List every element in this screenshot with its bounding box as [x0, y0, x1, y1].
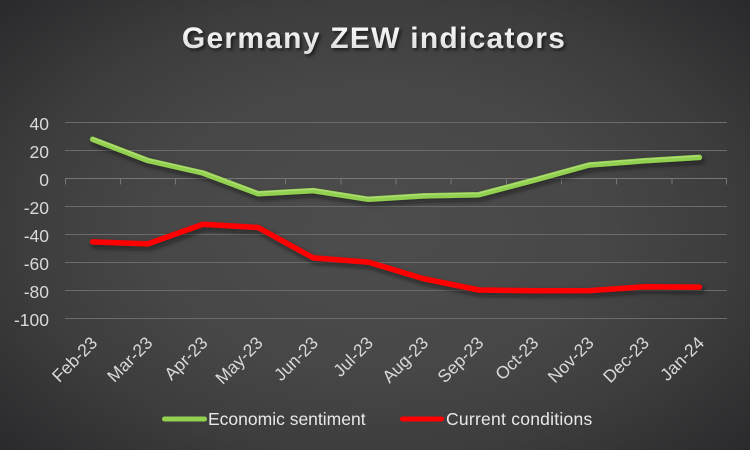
- svg-text:Economic sentiment: Economic sentiment: [208, 409, 366, 429]
- svg-text:Sep-23: Sep-23: [433, 333, 487, 387]
- svg-text:Apr-23: Apr-23: [160, 333, 211, 384]
- svg-text:0: 0: [39, 170, 49, 190]
- svg-text:Feb-23: Feb-23: [48, 333, 101, 386]
- svg-text:-100: -100: [14, 310, 49, 330]
- svg-text:Jul-23: Jul-23: [329, 333, 377, 381]
- svg-text:20: 20: [30, 142, 50, 162]
- svg-text:Jun-23: Jun-23: [270, 333, 322, 385]
- svg-text:40: 40: [30, 114, 50, 134]
- svg-text:Current conditions: Current conditions: [446, 409, 593, 429]
- svg-text:-20: -20: [24, 198, 50, 218]
- svg-text:-60: -60: [24, 254, 50, 274]
- svg-text:-80: -80: [24, 282, 50, 302]
- svg-text:May-23: May-23: [211, 333, 266, 388]
- svg-text:Oct-23: Oct-23: [491, 333, 542, 384]
- svg-text:Aug-23: Aug-23: [378, 333, 432, 387]
- svg-text:Dec-23: Dec-23: [599, 333, 653, 387]
- svg-text:Jan-24: Jan-24: [656, 333, 708, 385]
- svg-text:Mar-23: Mar-23: [103, 333, 156, 386]
- svg-text:Nov-23: Nov-23: [544, 333, 598, 387]
- svg-text:Germany ZEW indicators: Germany ZEW indicators: [182, 22, 566, 55]
- svg-text:-40: -40: [24, 226, 50, 246]
